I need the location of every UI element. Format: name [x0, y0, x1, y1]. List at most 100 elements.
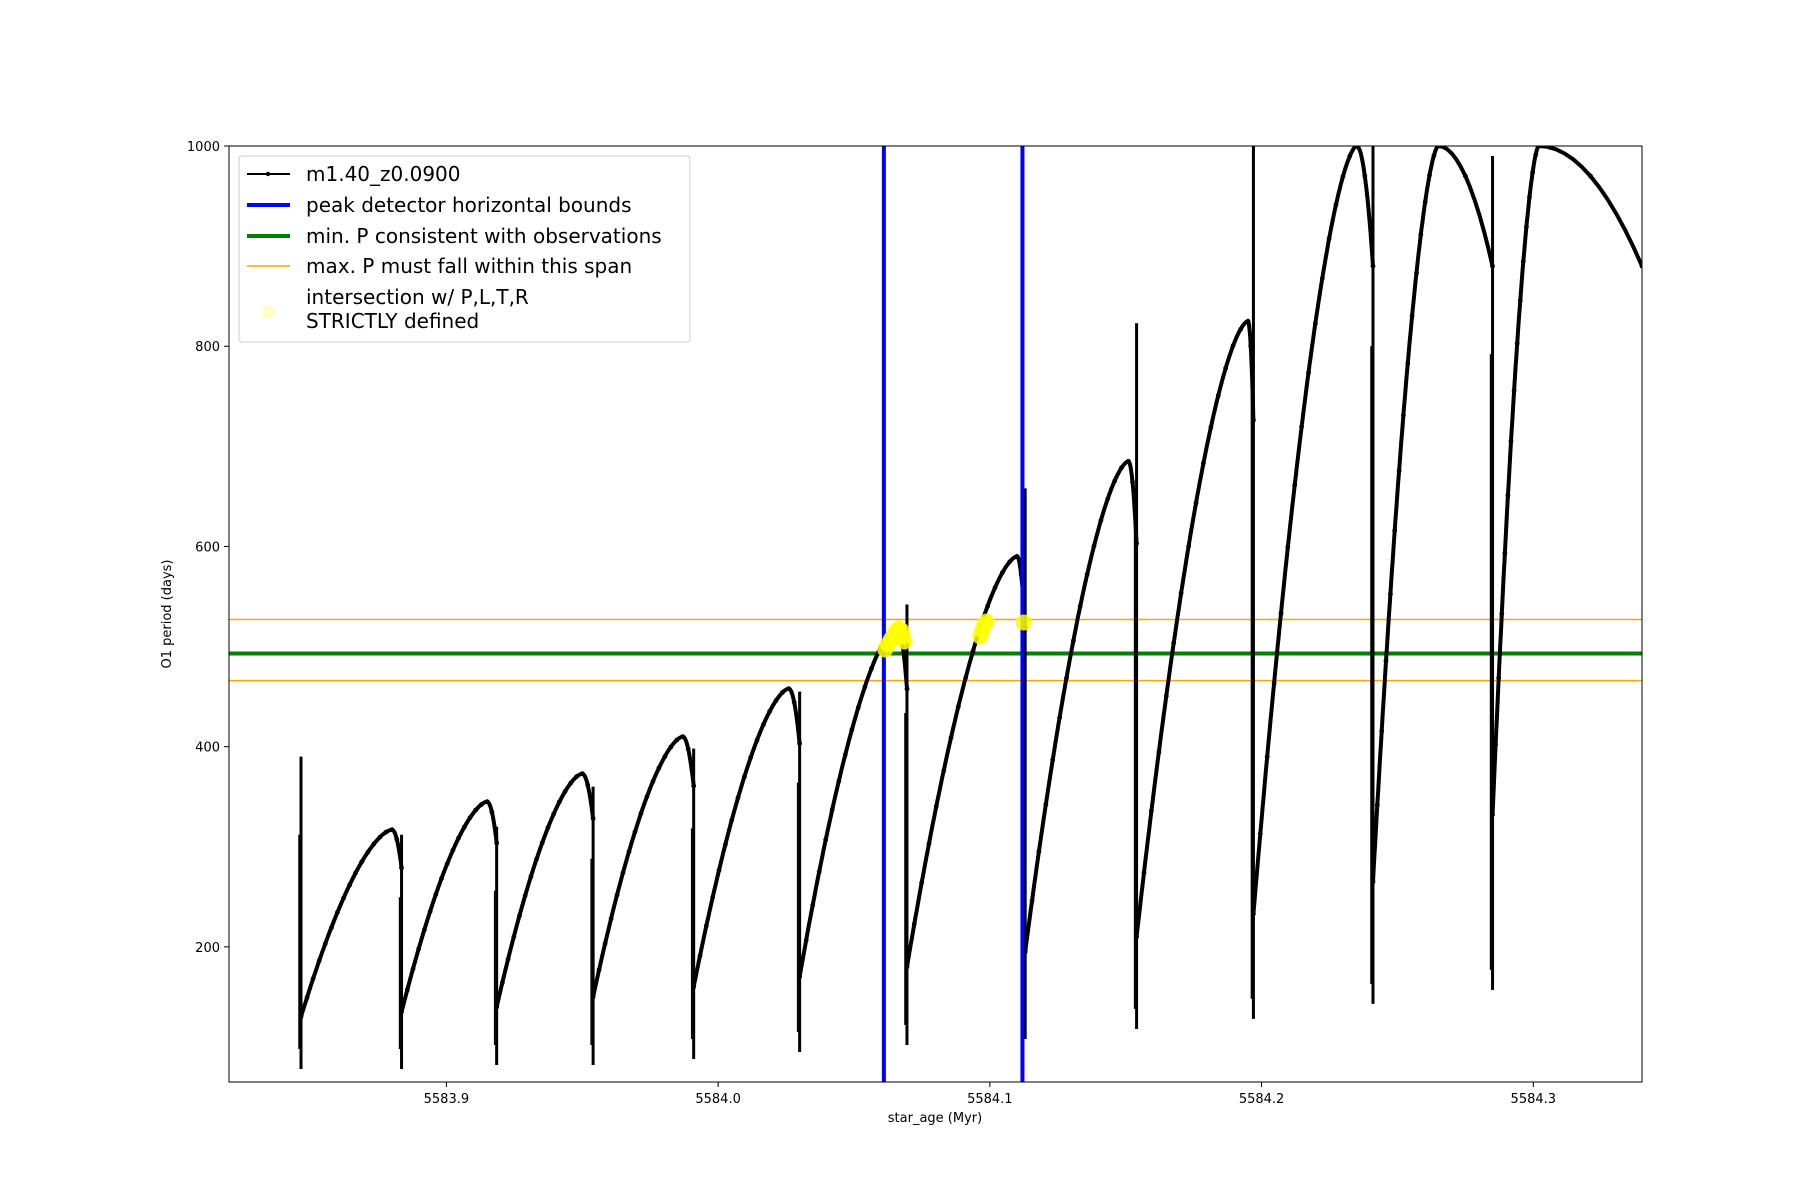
- series-point: [1533, 152, 1539, 158]
- series-point: [836, 778, 842, 784]
- series-point: [484, 799, 490, 805]
- series-point: [1536, 146, 1542, 149]
- series-point: [479, 802, 484, 807]
- series-point: [359, 859, 365, 865]
- series-point: [1077, 603, 1083, 609]
- series-point: [394, 836, 400, 842]
- series-point: [803, 937, 809, 943]
- series-point: [1084, 572, 1090, 577]
- series-point: [1171, 640, 1177, 646]
- series-point: [1431, 153, 1437, 159]
- series-point: [1493, 742, 1498, 748]
- legend-swatch-series-dot: [265, 171, 271, 177]
- series-point: [1511, 388, 1517, 393]
- x-tick-label: 5583.9: [424, 1092, 470, 1107]
- series-point: [791, 699, 797, 705]
- series-point: [585, 782, 591, 788]
- series-point: [626, 849, 632, 854]
- series-point: [1215, 393, 1221, 398]
- series-point: [557, 799, 562, 805]
- series-point: [579, 771, 585, 777]
- legend-label-yellow-line2: STRICTLY defined: [306, 309, 479, 333]
- legend-label-green: min. P consistent with observations: [306, 224, 662, 248]
- series-point: [602, 941, 608, 946]
- series-point: [1508, 438, 1514, 444]
- series-cycle-2: [494, 771, 596, 1009]
- series-point: [310, 976, 316, 981]
- series-point: [1306, 370, 1311, 376]
- legend-box: [238, 155, 691, 343]
- series-point: [1029, 898, 1035, 903]
- plot-content: [229, 146, 1642, 1082]
- series-point: [371, 841, 377, 847]
- intersection-marker: [1015, 614, 1032, 631]
- series-point: [656, 765, 662, 771]
- series-point: [650, 779, 656, 784]
- series-cycle-3: [591, 734, 696, 999]
- series-point: [1014, 554, 1020, 559]
- series-point: [1392, 528, 1398, 533]
- series-point: [534, 856, 539, 862]
- series-point: [810, 902, 816, 908]
- series-point: [1245, 318, 1251, 324]
- series-point: [710, 894, 716, 900]
- series-point: [849, 727, 855, 733]
- series-point: [816, 869, 822, 875]
- series-point: [1238, 326, 1243, 332]
- x-tick-label: 5584.0: [695, 1092, 741, 1107]
- series-point: [748, 755, 754, 760]
- plot-area: [229, 146, 1642, 1082]
- series-point: [545, 825, 551, 830]
- series-point: [970, 648, 976, 654]
- series-point: [1499, 611, 1505, 617]
- series-point: [773, 698, 779, 703]
- series-point: [797, 974, 802, 980]
- series-point: [1588, 173, 1593, 179]
- series-point: [662, 754, 668, 759]
- series-point: [1409, 313, 1415, 319]
- series-point: [1149, 808, 1154, 814]
- series-point: [1414, 270, 1419, 276]
- series-point: [1527, 194, 1532, 200]
- series-point: [1319, 276, 1325, 281]
- series-point: [505, 956, 511, 962]
- series-point: [829, 807, 835, 813]
- series-point: [439, 876, 444, 881]
- series-point: [955, 704, 961, 709]
- series-point: [842, 752, 848, 758]
- series-point: [450, 847, 456, 853]
- series-point: [1285, 544, 1291, 550]
- series-point: [1278, 611, 1284, 616]
- series-point: [322, 941, 328, 947]
- series-point: [963, 675, 969, 681]
- series-point: [620, 870, 626, 876]
- series-point: [926, 841, 932, 846]
- series-point: [1050, 757, 1056, 763]
- series-point: [522, 893, 528, 898]
- series-point: [539, 840, 545, 845]
- series-point: [767, 708, 773, 714]
- series-point: [1271, 680, 1277, 686]
- series-point: [1396, 468, 1402, 474]
- series-point: [551, 811, 557, 817]
- series-point: [1098, 518, 1104, 523]
- series-point: [494, 1004, 500, 1010]
- series-point: [427, 909, 433, 914]
- series-cycle-6: [905, 554, 1028, 969]
- series-point: [1071, 638, 1076, 644]
- series-point: [1354, 146, 1360, 149]
- series-point: [461, 824, 467, 830]
- series-point: [697, 953, 703, 959]
- intersection-marker: [896, 633, 913, 650]
- series-point: [1514, 341, 1520, 346]
- series-point: [329, 925, 334, 930]
- series-cycle-4: [691, 686, 802, 989]
- x-tick-label: 5584.2: [1239, 1092, 1285, 1107]
- series-point: [823, 837, 829, 843]
- series-point: [1134, 934, 1139, 940]
- series-point: [1299, 424, 1304, 430]
- series-point: [985, 603, 991, 609]
- series-point: [1091, 543, 1097, 549]
- series-point: [1193, 500, 1199, 506]
